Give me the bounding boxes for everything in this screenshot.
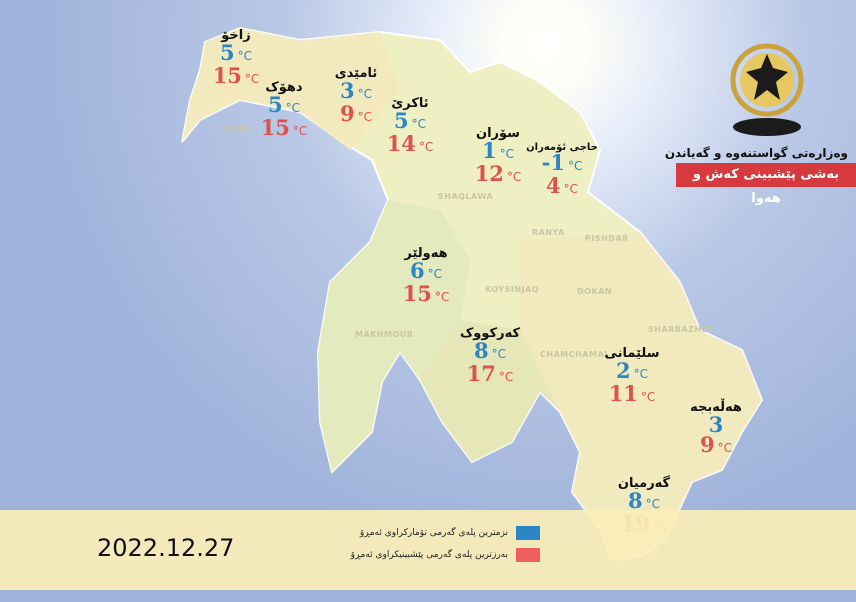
city-name: سۆران (476, 126, 520, 141)
legend-label: نزمترین پلەی گەرمی تۆمارکراوی ئەمڕۆ (359, 528, 508, 538)
city-erbil: هەولێر 6 °C 15 °C (386, 246, 466, 307)
unit: °C (357, 110, 372, 124)
low-temp: 8 (627, 488, 643, 513)
city-name: کەرکووک (459, 326, 521, 341)
region-label: PISHDAR (585, 234, 629, 243)
city-haji-omaran: حاجی ئۆمەران -1 °C 4 °C (522, 142, 602, 199)
region-label: RANYA (532, 228, 565, 237)
region-label: SHARBAZHER (648, 325, 715, 334)
city-name: هەڵەبجە (690, 400, 742, 415)
low-temp: 3 (708, 412, 724, 437)
city-akre: ئاکرێ 5 °C 14 °C (370, 96, 450, 157)
low-temp: 5 (219, 40, 235, 65)
low-temp: 1 (481, 138, 497, 163)
city-name: ئاکرێ (391, 96, 429, 111)
unit: °C (640, 390, 656, 404)
high-temp: 9 (699, 432, 715, 457)
region-label: SEMEL (222, 125, 255, 134)
unit: °C (499, 147, 514, 161)
low-temp: 2 (615, 358, 631, 383)
city-name: گەرمیان (617, 476, 671, 491)
region-label: KOYSINJAQ (485, 285, 540, 294)
city-kirkuk: کەرکووک 8 °C 17 °C (450, 326, 530, 387)
unit: °C (418, 140, 434, 154)
unit: °C (411, 117, 426, 131)
city-name: زاخۆ (221, 28, 251, 43)
high-temp: 15 (402, 281, 432, 306)
city-amedi: ئامێدی 3 °C 9 °C (316, 66, 396, 127)
sulaymaniyah-region (520, 232, 762, 560)
high-temp: 4 (545, 173, 561, 198)
unit: °C (237, 49, 252, 63)
unit: °C (427, 267, 442, 281)
low-temp: 8 (473, 338, 489, 363)
region-label: DOKAN (577, 287, 613, 296)
legend-low: نزمترین پلەی گەرمی تۆمارکراوی ئەمڕۆ (360, 526, 540, 540)
legend-swatch-high (516, 548, 540, 562)
low-temp: 3 (339, 78, 355, 103)
high-temp: 9 (339, 101, 355, 126)
legend-label: بەرزترین پلەی گەرمی پێشبینیکراوی ئەمڕۆ (350, 550, 508, 560)
footer-band (0, 510, 856, 590)
department-banner: بەشی پێشبینی کەش و هەوا (676, 163, 856, 206)
krg-emblem-logo (730, 43, 804, 136)
high-temp: 12 (474, 161, 504, 186)
low-temp: 6 (409, 258, 425, 283)
low-temp: 5 (267, 92, 283, 117)
high-temp: 15 (260, 115, 290, 140)
kirkuk-region (420, 320, 560, 462)
city-name: دهۆک (265, 80, 303, 95)
unit: °C (645, 497, 660, 511)
city-zakho: زاخۆ 5 °C 15 °C (196, 28, 276, 89)
erbil-region (318, 200, 470, 472)
city-halabja: هەڵەبجە 3 9 °C (676, 400, 756, 458)
unit: °C (357, 87, 372, 101)
city-name: هەولێر (404, 246, 448, 261)
city-sulaymaniyah: سلێمانی 2 °C 11 °C (592, 346, 672, 407)
city-name: سلێمانی (604, 346, 660, 361)
high-temp: 14 (386, 131, 416, 156)
city-duhok: دهۆک 5 °C 15 °C (244, 80, 324, 141)
unit: °C (563, 182, 578, 196)
high-temp: 17 (466, 361, 496, 386)
region-label: SHAQLAWA (438, 192, 494, 201)
unit: °C (244, 72, 260, 86)
legend-high: بەرزترین پلەی گەرمی پێشبینیکراوی ئەمڕۆ (351, 548, 540, 562)
low-temp: -1 (541, 150, 565, 175)
region-label: MAKHMOUR (355, 330, 414, 339)
unit: °C (285, 101, 300, 115)
city-name: ئامێدی (334, 66, 378, 81)
unit: °C (633, 367, 648, 381)
city-soran: سۆران 1 °C 12 °C (458, 126, 538, 187)
unit: °C (498, 370, 514, 384)
unit: °C (434, 290, 450, 304)
duhok-region (182, 28, 400, 150)
region-label: CHAMCHAMAL (540, 350, 610, 359)
unit: °C (292, 124, 308, 138)
forecast-date: 2022.12.27 (97, 534, 235, 562)
high-temp: 11 (608, 381, 638, 406)
low-temp: 5 (393, 108, 409, 133)
high-temp: 15 (212, 63, 242, 88)
ministry-title: وەزارەتی گواستنەوە و گەیاندن (664, 146, 848, 160)
unit: °C (717, 441, 732, 455)
unit: °C (567, 159, 583, 173)
unit: °C (506, 170, 522, 184)
legend-swatch-low (516, 526, 540, 540)
city-name: حاجی ئۆمەران (526, 142, 598, 153)
unit: °C (491, 347, 506, 361)
